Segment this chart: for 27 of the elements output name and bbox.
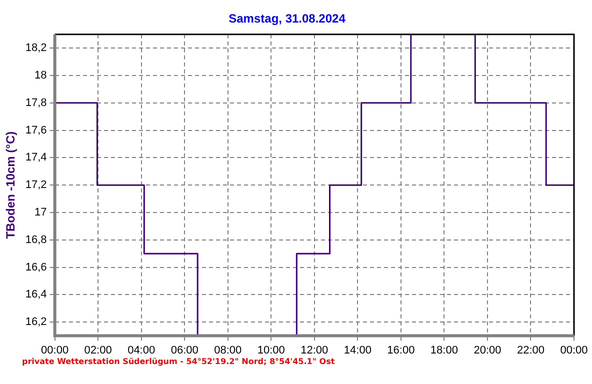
- y-axis-title: TBoden -10cm (°C): [4, 131, 18, 239]
- y-tick-label: 18: [34, 70, 47, 82]
- x-tick-label: 22:00: [516, 344, 544, 356]
- y-tick-label: 17,6: [25, 124, 47, 136]
- x-tick-label: 08:00: [214, 344, 242, 356]
- y-tick-label: 16,8: [25, 234, 47, 246]
- y-tick-label: 16,6: [25, 261, 47, 274]
- y-tick-label: 17,2: [25, 179, 47, 192]
- y-tick-label: 17,4: [25, 152, 47, 164]
- x-tick-label: 16:00: [387, 344, 415, 356]
- x-tick-label: 00:00: [41, 344, 69, 356]
- x-tick-label: 14:00: [344, 344, 372, 356]
- x-tick-label: 00:00: [560, 344, 588, 356]
- x-tick-label: 02:00: [84, 344, 112, 356]
- x-tick-label: 20:00: [474, 344, 502, 356]
- text: private Wetterstation Süderlügum - 54°52'19.2" Nord; 8°54'45.1" Ost: [22, 357, 335, 366]
- x-tick-label: 12:00: [300, 344, 328, 356]
- y-tick-label: 16,2: [25, 316, 47, 328]
- y-tick-label: 16,4: [25, 288, 47, 301]
- x-tick-label: 18:00: [430, 344, 458, 356]
- y-tick-label: 17: [34, 206, 47, 219]
- y-tick-label: 18,2: [25, 42, 47, 54]
- y-tick-label: 17,8: [25, 96, 47, 109]
- x-tick-label: 04:00: [128, 344, 156, 356]
- x-tick-label: 10:00: [257, 344, 285, 356]
- x-tick-label: 06:00: [170, 344, 198, 356]
- chart-title: Samstag, 31.08.2024: [228, 12, 346, 26]
